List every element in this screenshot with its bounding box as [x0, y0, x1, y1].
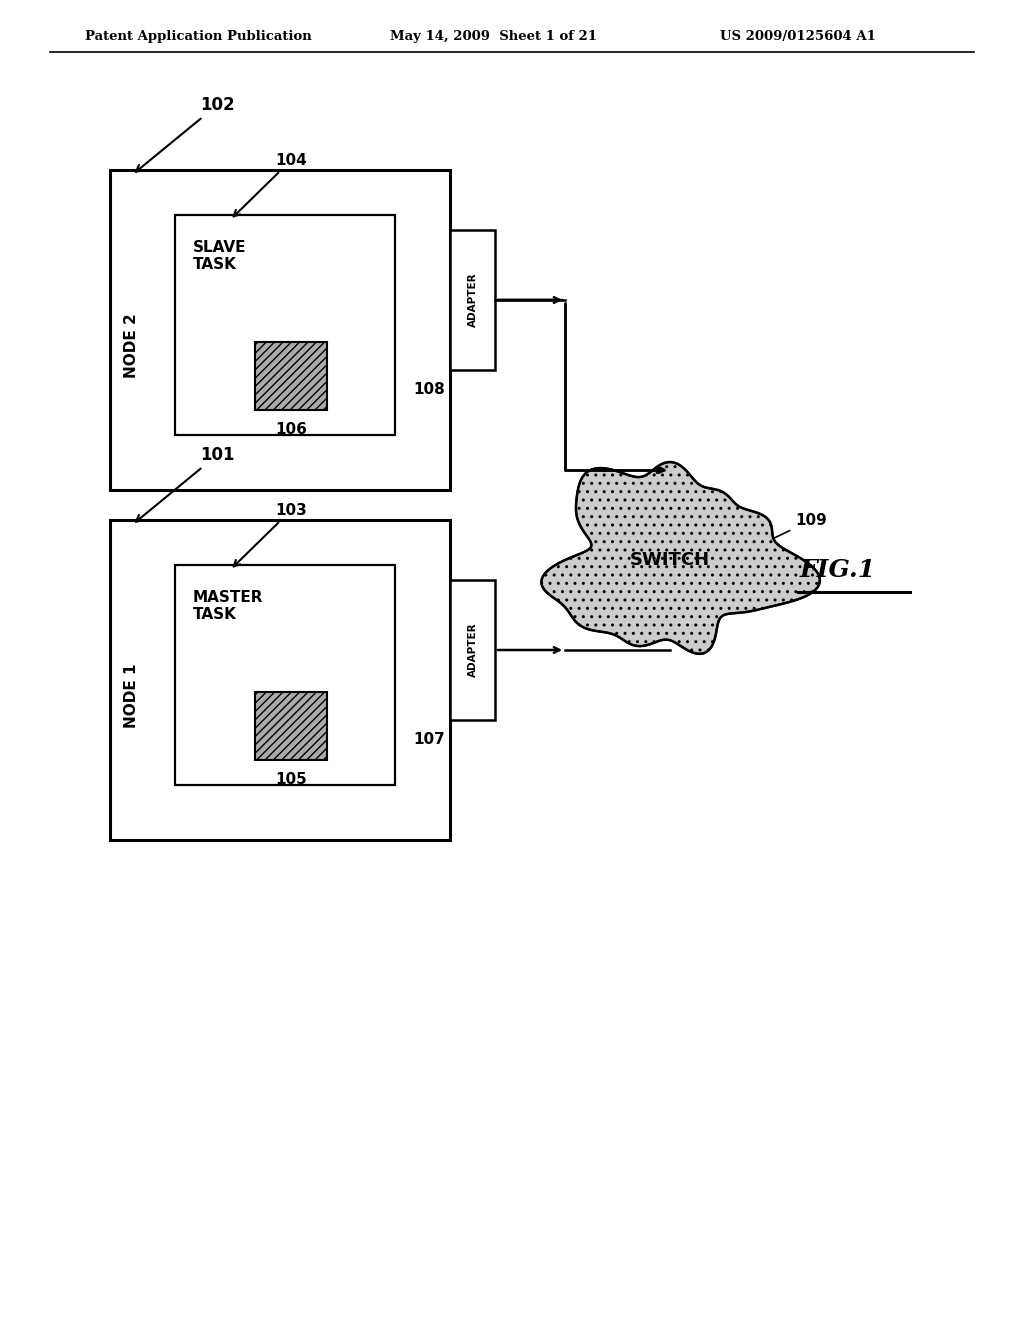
Text: 106: 106: [275, 422, 307, 437]
Text: 103: 103: [233, 503, 307, 566]
Text: US 2009/0125604 A1: US 2009/0125604 A1: [720, 30, 876, 44]
Text: 102: 102: [136, 96, 234, 172]
Text: 109: 109: [772, 513, 826, 539]
FancyBboxPatch shape: [450, 230, 495, 370]
Text: ADAPTER: ADAPTER: [468, 273, 477, 327]
Text: 101: 101: [136, 446, 234, 521]
Text: 107: 107: [414, 733, 445, 747]
Polygon shape: [542, 462, 820, 653]
Text: 108: 108: [414, 381, 445, 397]
Text: MASTER
TASK: MASTER TASK: [193, 590, 263, 623]
Text: SLAVE
TASK: SLAVE TASK: [193, 240, 247, 272]
Text: 105: 105: [275, 772, 307, 787]
Text: ADAPTER: ADAPTER: [468, 623, 477, 677]
Text: Patent Application Publication: Patent Application Publication: [85, 30, 311, 44]
Text: FIG.1: FIG.1: [800, 558, 877, 582]
FancyBboxPatch shape: [255, 692, 327, 760]
FancyBboxPatch shape: [450, 579, 495, 719]
Text: NODE 2: NODE 2: [125, 314, 139, 379]
FancyBboxPatch shape: [175, 215, 395, 436]
Text: NODE 1: NODE 1: [125, 664, 139, 729]
FancyBboxPatch shape: [175, 565, 395, 785]
FancyBboxPatch shape: [255, 342, 327, 411]
Text: 104: 104: [233, 153, 307, 216]
FancyBboxPatch shape: [110, 520, 450, 840]
FancyBboxPatch shape: [110, 170, 450, 490]
Text: May 14, 2009  Sheet 1 of 21: May 14, 2009 Sheet 1 of 21: [390, 30, 597, 44]
Text: SWITCH: SWITCH: [630, 550, 710, 569]
